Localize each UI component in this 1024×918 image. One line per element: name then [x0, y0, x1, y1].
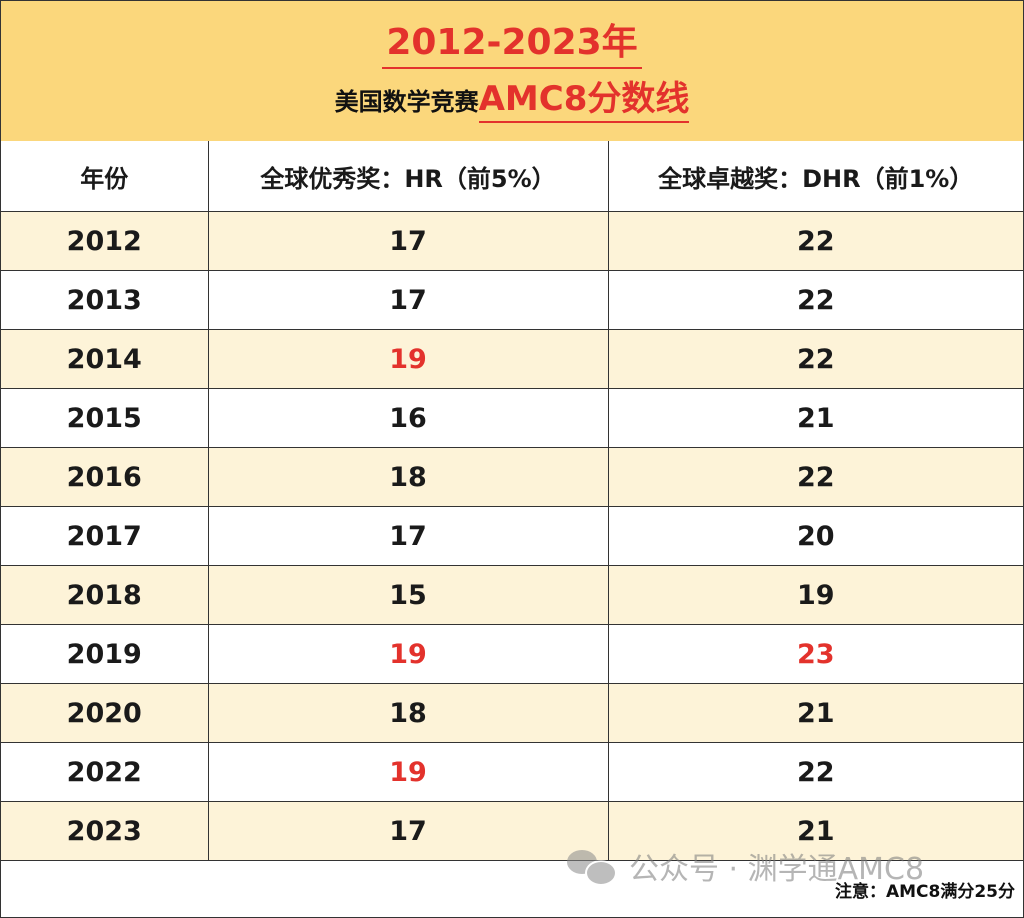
- cell-hr: 19: [207, 329, 609, 389]
- table-body: 2012 17 22 2013 17 22 2014 19 22 2015 16…: [1, 211, 1023, 861]
- title-competition: 美国数学竞赛: [334, 88, 479, 116]
- cell-dhr: 22: [607, 447, 1023, 507]
- cell-hr: 16: [207, 388, 609, 448]
- cell-year: 2012: [1, 211, 209, 271]
- table-row: 2017 17 20: [1, 506, 1023, 566]
- cell-dhr: 22: [607, 270, 1023, 330]
- title-subtitle: 美国数学竞赛AMC8分数线: [1, 77, 1023, 123]
- table-row: 2014 19 22: [1, 329, 1023, 389]
- table-row: 2016 18 22: [1, 447, 1023, 507]
- table-row: 2019 19 23: [1, 624, 1023, 684]
- cell-hr: 19: [207, 624, 609, 684]
- title-banner: 2012-2023年 美国数学竞赛AMC8分数线: [1, 1, 1023, 142]
- cell-hr: 15: [207, 565, 609, 625]
- cell-dhr: 23: [607, 624, 1023, 684]
- cell-year: 2013: [1, 270, 209, 330]
- cell-year: 2014: [1, 329, 209, 389]
- title-years-text: 2012-2023年: [382, 19, 642, 69]
- watermark: 公众号 · 渊学通AMC8: [567, 844, 924, 888]
- cell-hr: 19: [207, 742, 609, 802]
- cell-dhr: 21: [607, 683, 1023, 743]
- cell-dhr: 21: [607, 388, 1023, 448]
- cell-hr: 18: [207, 447, 609, 507]
- scores-table: 年份 全球优秀奖：HR（前5%） 全球卓越奖：DHR（前1%） 2012 17 …: [1, 141, 1023, 861]
- title-highlight: AMC8分数线: [478, 77, 690, 123]
- table-row: 2015 16 21: [1, 388, 1023, 448]
- cell-year: 2017: [1, 506, 209, 566]
- header-year: 年份: [1, 141, 209, 212]
- cell-hr: 17: [207, 506, 609, 566]
- cell-dhr: 22: [607, 329, 1023, 389]
- header-hr: 全球优秀奖：HR（前5%）: [207, 141, 609, 212]
- cell-year: 2020: [1, 683, 209, 743]
- wechat-icon: [567, 848, 617, 886]
- header-dhr: 全球卓越奖：DHR（前1%）: [607, 141, 1023, 212]
- cell-dhr: 19: [607, 565, 1023, 625]
- cell-year: 2022: [1, 742, 209, 802]
- cell-dhr: 22: [607, 211, 1023, 271]
- cell-hr: 17: [207, 801, 609, 861]
- cell-dhr: 20: [607, 506, 1023, 566]
- cell-year: 2015: [1, 388, 209, 448]
- table-row: 2023 17 21: [1, 801, 1023, 861]
- cell-dhr: 22: [607, 742, 1023, 802]
- footnote: 注意：AMC8满分25分: [834, 882, 1015, 902]
- title-years: 2012-2023年: [1, 19, 1023, 69]
- cell-dhr: 21: [607, 801, 1023, 861]
- watermark-text: 公众号 · 渊学通AMC8: [629, 852, 925, 887]
- cell-year: 2016: [1, 447, 209, 507]
- cell-year: 2018: [1, 565, 209, 625]
- table-row: 2013 17 22: [1, 270, 1023, 330]
- table-row: 2012 17 22: [1, 211, 1023, 271]
- cell-year: 2023: [1, 801, 209, 861]
- cell-hr: 17: [207, 270, 609, 330]
- table-row: 2022 19 22: [1, 742, 1023, 802]
- table-header-row: 年份 全球优秀奖：HR（前5%） 全球卓越奖：DHR（前1%）: [1, 141, 1023, 212]
- table-row: 2018 15 19: [1, 565, 1023, 625]
- cell-hr: 17: [207, 211, 609, 271]
- cell-hr: 18: [207, 683, 609, 743]
- cell-year: 2019: [1, 624, 209, 684]
- table-row: 2020 18 21: [1, 683, 1023, 743]
